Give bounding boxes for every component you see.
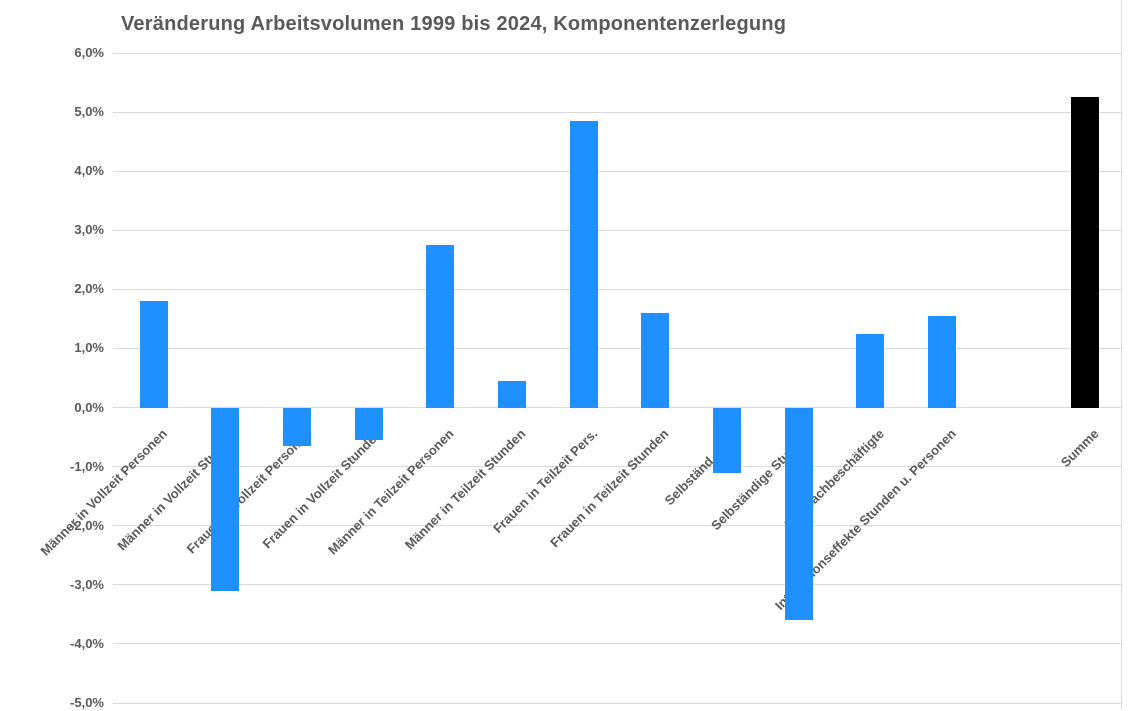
gridline [113,643,1121,645]
bar-component-10 [784,407,813,621]
gridline [113,584,1121,586]
gridline [113,288,1121,290]
gridline [113,525,1121,527]
x-axis-category-label: Summe [1057,426,1102,470]
chart-title: Veränderung Arbeitsvolumen 1999 bis 2024… [121,13,787,35]
bar-component-1 [139,301,168,408]
y-axis-tick-label: -5,0% [70,695,104,710]
y-axis-tick-label: -1,0% [70,458,104,474]
bar-component-8 [641,313,670,408]
y-axis-tick-label: -3,0% [70,576,104,592]
y-axis-tick-label: 3,0% [74,222,104,238]
x-axis-category-label: Frauen in Teilzeit Stunden [547,426,672,551]
y-axis-tick-label: 2,0% [74,281,104,297]
y-axis-tick-label: -4,0% [70,635,104,651]
bar-component-2 [211,407,240,591]
bar-component-7 [569,120,598,408]
y-axis-tick-label: 0,0% [74,399,104,415]
bar-summe [1071,97,1100,408]
x-axis-category-label: Männer in Teilzeit Personen [325,426,457,558]
y-axis-tick-label: 6,0% [74,45,104,60]
bar-component-11 [856,333,885,408]
bar-component-6 [498,380,527,408]
gridline [113,466,1121,468]
x-axis-category-label: Frauen in Vollzeit Stunden [260,426,386,552]
x-axis-category-label: Männer in Teilzeit Stunden [402,426,529,553]
gridline [113,702,1121,704]
gridline [113,347,1121,349]
bar-component-12 [927,315,956,408]
gridline [113,52,1121,54]
y-axis-tick-label: 4,0% [74,163,104,179]
gridline [113,170,1121,172]
bar-component-3 [283,407,312,446]
y-axis-tick-label: -2,0% [70,517,104,533]
bar-component-5 [426,245,455,408]
plot-right-border [1121,0,1122,709]
gridline [113,407,1121,409]
bar-component-4 [354,407,383,441]
gridline [113,111,1121,113]
gridline [113,229,1121,231]
x-axis-category-label: Männer in Vollzeit Personen [37,426,171,559]
y-axis-tick-label: 1,0% [74,340,104,356]
y-axis-tick-label: 5,0% [74,104,104,120]
bar-component-9 [712,407,741,473]
